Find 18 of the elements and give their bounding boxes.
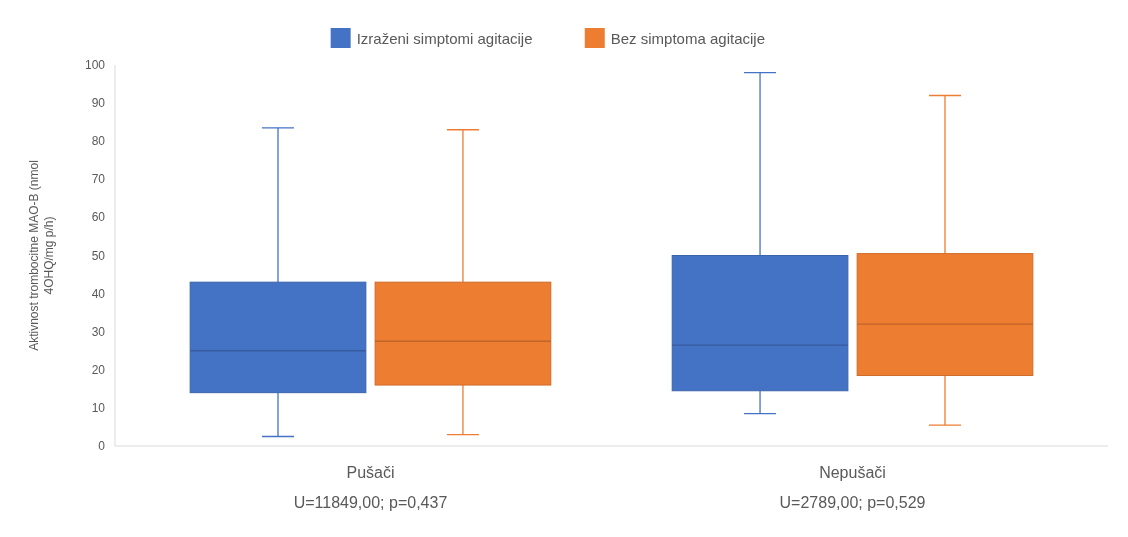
y-tick-label: 80	[91, 134, 106, 149]
y-tick-label: 70	[91, 172, 106, 187]
y-tick-label: 0	[98, 439, 106, 453]
y-tick-label: 10	[91, 400, 106, 415]
y-tick-label: 60	[91, 210, 106, 225]
y-tick-label: 20	[91, 362, 106, 377]
text: U=2789,00; p=0,529	[779, 494, 926, 511]
legend-label: Bez simptoma agitacije	[610, 29, 765, 47]
y-tick-label: 100	[84, 58, 106, 72]
x-tick-label: Nepušači	[819, 464, 886, 481]
y-tick-label: 50	[91, 248, 106, 263]
legend-label: Izraženi simptomi agitacije	[356, 29, 533, 47]
y-tick-label: 90	[91, 96, 106, 111]
y-axis-title: Aktivnost trombocitne MAO-B (nmol 4OHQ/mg p/h)	[27, 160, 56, 351]
x-tick-label: Pušači	[346, 464, 395, 481]
text: U=11849,00; p=0,437	[293, 494, 448, 511]
y-tick-label: 40	[91, 286, 106, 301]
y-tick-label: 30	[91, 324, 106, 339]
